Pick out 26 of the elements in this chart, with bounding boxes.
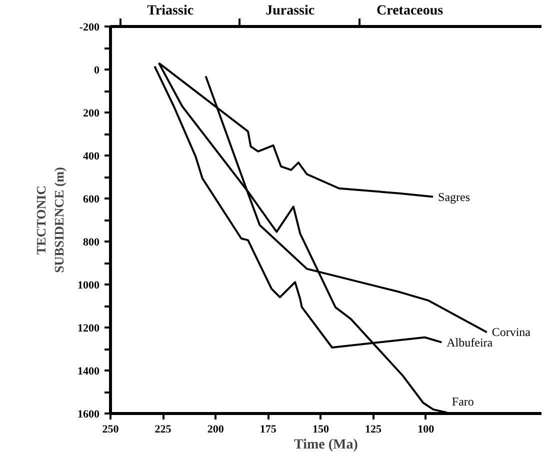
x-axis-title: Time (Ma): [294, 438, 358, 452]
x-tick-label: 175: [260, 424, 277, 436]
y-axis-title: TECTONIC SUBSIDENCE (m): [34, 167, 66, 273]
y-tick-label: 0: [94, 64, 100, 76]
x-tick-label: 225: [154, 424, 172, 436]
series-label: Sagres: [438, 190, 470, 204]
text: Cretaceous: [376, 4, 444, 18]
x-tick-label: 150: [312, 424, 330, 436]
series-label: Albufeira: [446, 335, 494, 350]
series-label: Faro: [452, 394, 474, 409]
y-tick-label: 1400: [78, 366, 100, 378]
x-tick-label: 250: [102, 424, 120, 436]
text: Jurassic: [266, 4, 315, 18]
x-tick-label: 125: [365, 424, 382, 436]
y-tick-label: -200: [79, 22, 100, 34]
y-tick-label: 200: [83, 108, 100, 120]
y-tick-label: 400: [83, 150, 100, 162]
series-label: Corvina: [492, 325, 532, 340]
x-tick-label: 200: [207, 424, 224, 436]
y-tick-label: 1200: [78, 322, 100, 334]
y-tick-label: 800: [83, 236, 100, 248]
x-tick-label: 100: [418, 424, 435, 436]
y-tick-label: 600: [83, 194, 100, 206]
text: Triassic: [147, 4, 194, 18]
y-tick-label: 1000: [78, 280, 100, 292]
y-tick-label: 1600: [78, 408, 100, 420]
